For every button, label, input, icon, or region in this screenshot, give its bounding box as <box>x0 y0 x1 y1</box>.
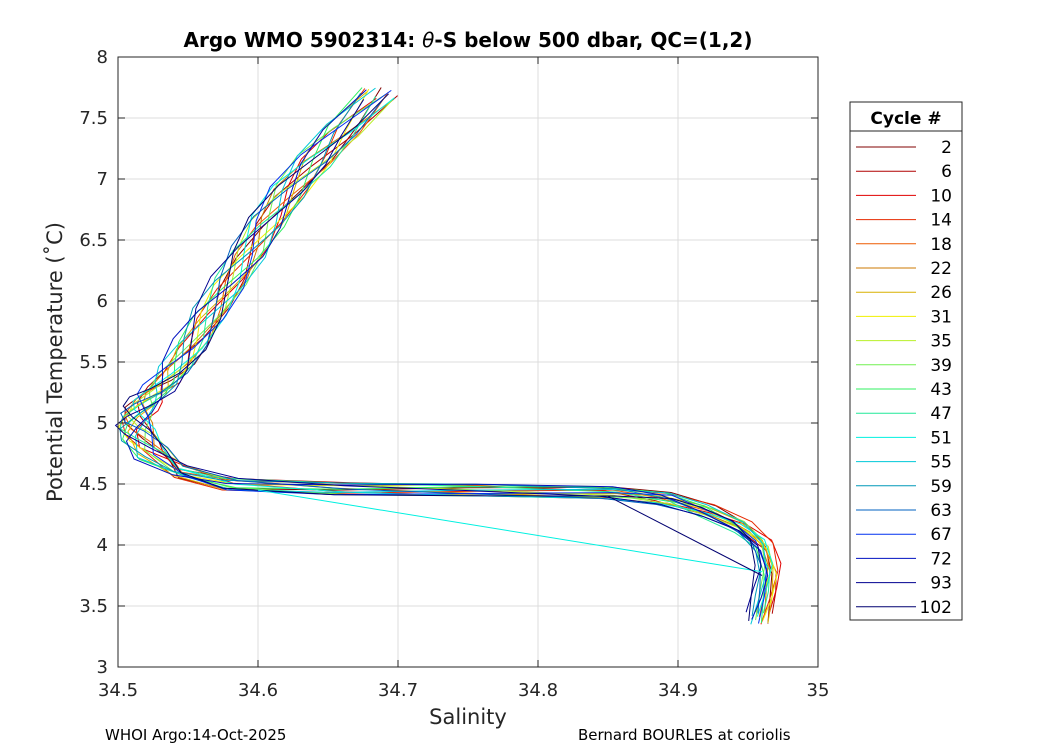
profile-cycle-35 <box>127 98 773 613</box>
legend-label-26: 26 <box>930 283 952 303</box>
x-tick-label: 34.8 <box>518 680 558 701</box>
y-tick-label: 5 <box>97 413 108 434</box>
x-tick-label: 34.7 <box>378 680 418 701</box>
profile-cycle-55 <box>135 87 768 625</box>
title-suffix: -S below 500 dbar, QC=(1,2) <box>434 28 752 52</box>
legend-label-63: 63 <box>930 501 952 521</box>
footer-right: Bernard BOURLES at coriolis <box>578 726 791 744</box>
x-axis-label: Salinity <box>429 705 507 729</box>
x-tick-label: 35 <box>807 680 830 701</box>
profile-cycle-72 <box>125 89 769 620</box>
legend-label-93: 93 <box>930 574 952 594</box>
profile-outlier-segment <box>257 489 763 573</box>
legend-title: Cycle # <box>870 109 941 129</box>
y-tick-label: 4 <box>97 535 108 556</box>
profile-cycle-47 <box>119 96 771 614</box>
profile-cycle-102 <box>122 93 756 621</box>
legend-label-59: 59 <box>930 477 952 497</box>
x-tick-label: 34.6 <box>238 680 278 701</box>
y-axis-ticks: 3 3.5 4 4.5 5 5.5 6 6.5 7 7.5 8 <box>79 47 818 678</box>
y-tick-label: 7.5 <box>79 108 108 129</box>
legend-label-72: 72 <box>930 549 952 569</box>
profile-cycle-93 <box>114 99 762 613</box>
legend-label-47: 47 <box>930 404 952 424</box>
chart-title: Argo WMO 5902314: θ-S below 500 dbar, QC… <box>184 28 753 52</box>
x-axis-ticks: 34.5 34.6 34.7 34.8 34.9 35 <box>98 57 829 701</box>
legend-label-6: 6 <box>941 162 952 182</box>
legend-label-51: 51 <box>930 428 952 448</box>
footer-left: WHOI Argo:14-Oct-2025 <box>105 726 286 744</box>
legend-label-2: 2 <box>941 138 952 158</box>
x-tick-label: 34.5 <box>98 680 138 701</box>
title-prefix: Argo WMO 5902314: <box>184 28 423 52</box>
y-tick-label: 8 <box>97 47 108 68</box>
y-tick-label: 4.5 <box>79 474 108 495</box>
legend-label-102: 102 <box>920 598 952 618</box>
legend-label-22: 22 <box>930 259 952 279</box>
legend-label-67: 67 <box>930 525 952 545</box>
legend-label-18: 18 <box>930 235 952 255</box>
legend-label-55: 55 <box>930 453 952 473</box>
x-tick-label: 34.9 <box>658 680 698 701</box>
y-tick-label: 7 <box>97 169 108 190</box>
plot-lines <box>114 87 782 625</box>
profile-cycle-67 <box>136 89 767 624</box>
title-theta: θ <box>422 28 434 52</box>
y-axis-label: Potential Temperature (˚C) <box>43 222 67 502</box>
y-tick-label: 6.5 <box>79 230 108 251</box>
y-tick-label: 5.5 <box>79 352 108 373</box>
legend-label-10: 10 <box>930 186 952 206</box>
legend-label-43: 43 <box>930 380 952 400</box>
profile-outlier-segment <box>607 495 763 576</box>
y-tick-label: 3 <box>97 657 108 678</box>
legend-label-14: 14 <box>930 211 952 231</box>
legend-label-39: 39 <box>930 356 952 376</box>
legend-box <box>849 101 963 621</box>
legend-label-31: 31 <box>930 307 952 327</box>
y-tick-label: 6 <box>97 291 108 312</box>
y-tick-label: 3.5 <box>79 596 108 617</box>
legend-label-35: 35 <box>930 332 952 352</box>
legend: Cycle # 26101418222631353943475155596367… <box>849 101 963 621</box>
